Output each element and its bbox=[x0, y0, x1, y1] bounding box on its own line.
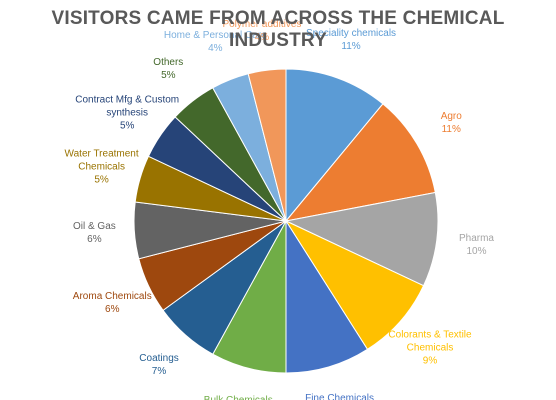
data-label: Agro 11% bbox=[393, 110, 509, 136]
pie-slice bbox=[284, 103, 436, 222]
category-label: Aroma Chemicals bbox=[72, 290, 152, 302]
value-label: 11% bbox=[341, 41, 361, 53]
data-label: Bulk Chemicals8% bbox=[180, 394, 296, 400]
category-label: Oil & Gas bbox=[72, 221, 116, 233]
value-label: 5% bbox=[94, 174, 109, 186]
chart-title: VISITORS CAME FROM ACROSS THE CHEMICAL I… bbox=[51, 8, 505, 51]
value-label: 11% bbox=[441, 124, 461, 136]
value-label: 6% bbox=[87, 234, 102, 246]
value-label: 4% bbox=[208, 43, 223, 55]
data-label: Contract Mfg & Custom synthesis 5% bbox=[69, 94, 185, 133]
category-label: Colorants & Textile Chemicals bbox=[388, 329, 472, 354]
data-label: Coatings 7% bbox=[101, 352, 217, 378]
data-label: Oil & Gas 6% bbox=[36, 220, 152, 246]
value-label: 9% bbox=[422, 355, 438, 367]
data-label: Colorants & Textile Chemicals 9% bbox=[372, 328, 488, 367]
category-label: Pharma bbox=[458, 233, 494, 245]
category-label: Speciality chemicals bbox=[306, 28, 397, 40]
value-label: 4% bbox=[254, 31, 270, 43]
value-label: 7% bbox=[151, 366, 167, 378]
pie-slice bbox=[285, 68, 384, 223]
category-label: Fine Chemicals bbox=[305, 393, 375, 400]
pie-slice bbox=[284, 219, 425, 351]
pie-slice bbox=[284, 191, 439, 287]
value-label: 6% bbox=[105, 303, 120, 315]
category-label: Bulk Chemicals bbox=[204, 395, 273, 400]
data-label: Home & Personal Care 4% bbox=[157, 29, 273, 55]
value-label: 5% bbox=[119, 120, 135, 132]
data-label: Speciality chemicals 11% bbox=[293, 27, 409, 53]
category-label: Home & Personal Care bbox=[163, 30, 267, 42]
data-label: Others 5% bbox=[110, 56, 226, 82]
category-label: Coatings bbox=[139, 353, 179, 365]
value-label: 5% bbox=[161, 70, 176, 82]
data-label: Water Treatment Chemicals 5% bbox=[44, 148, 160, 187]
data-label: Aroma Chemicals 6% bbox=[54, 290, 170, 316]
category-label: Water Treatment Chemicals bbox=[64, 148, 139, 173]
data-label: Polymer additives 4% bbox=[204, 18, 320, 44]
category-label: Others bbox=[153, 57, 184, 69]
category-label: Contract Mfg & Custom synthesis bbox=[75, 94, 180, 119]
pie-slice bbox=[247, 68, 287, 222]
category-label: Polymer additives bbox=[222, 18, 302, 30]
data-label: Pharma 10% bbox=[418, 232, 534, 258]
category-label: Agro bbox=[440, 111, 462, 123]
value-label: 10% bbox=[466, 246, 487, 258]
pie-slice bbox=[285, 219, 369, 374]
